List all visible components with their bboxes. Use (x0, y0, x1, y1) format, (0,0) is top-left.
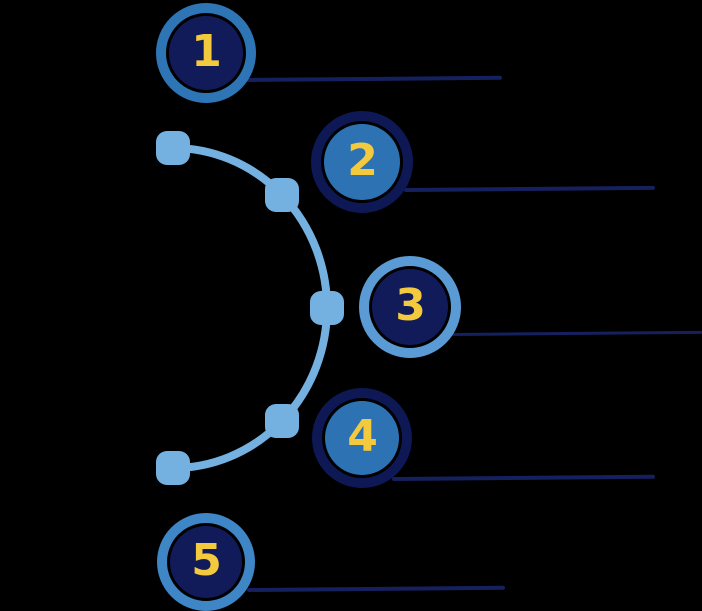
step-circle-5-fill: 5 (170, 526, 242, 598)
step-number-2: 2 (347, 135, 378, 186)
arc-node-dot-4 (265, 404, 299, 438)
step-number-1: 1 (191, 26, 222, 77)
arc-node-dot-2 (265, 178, 299, 212)
arc-node-dot-3 (310, 291, 344, 325)
step-circle-4-fill: 4 (325, 401, 399, 475)
step-number-5: 5 (191, 535, 222, 586)
step-circle-2-fill: 2 (324, 124, 400, 200)
step-circle-1: 1 (156, 3, 256, 103)
step-circle-2: 2 (311, 111, 413, 213)
arc-node-dot-5 (156, 451, 190, 485)
arc-path (169, 144, 331, 472)
step-circle-5: 5 (157, 513, 255, 611)
arc-node-dot-1 (156, 131, 190, 165)
step-circle-4: 4 (312, 388, 412, 488)
step-circle-1-fill: 1 (169, 16, 243, 90)
step-circle-3-fill: 3 (372, 269, 448, 345)
step-circle-3: 3 (359, 256, 461, 358)
step-number-3: 3 (395, 280, 426, 331)
step-number-4: 4 (347, 411, 378, 462)
